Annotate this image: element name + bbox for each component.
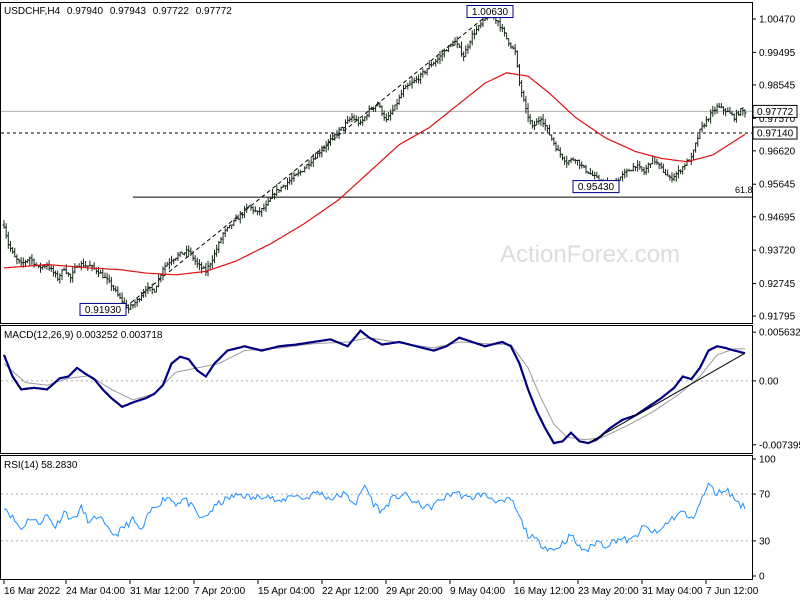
time-tick-label: 16 Mar 2022 [4,586,61,597]
price-panel-frame [0,2,753,324]
fib-support-label: 61.8 [735,185,753,195]
current-price-tag: 0.97772 [752,104,798,118]
ohlc-bar [743,109,747,118]
macd-axis-ticks: 0.005632 0.00 -0.007395 [752,328,800,451]
price-tick-label: 0.94695 [759,212,796,223]
price-axis-ticks: 1.00470 0.99495 0.98545 0.97570 0.96620 0.956… [752,15,796,323]
level-tag-box [752,126,798,140]
header-open: 0.97940 [67,6,104,17]
current-price-tag-box [752,104,798,118]
watermark: ActionForex.com [500,241,680,268]
rsi-label: RSI(14) 58.2830 [4,460,78,471]
rsi-axis-ticks: 100 70 30 0 [752,455,776,583]
price-axis-tags: 0.97772 0.97140 [752,104,798,140]
price-level-lines: 61.8 [1,110,753,198]
rsi-tick-label: 0 [759,572,765,583]
level-tag: 0.97140 [752,126,798,140]
price-tick-label: 1.00470 [759,15,796,26]
price-annotation: 0.91930 [79,302,127,316]
macd-panel-frame [0,325,753,454]
macd-tick-label: -0.007395 [759,440,800,451]
price-tick-label: 0.93720 [759,246,796,257]
header-symbol: USDCHF,H4 [4,6,61,17]
annotation-box [79,302,127,316]
level-tag-label: 0.97140 [757,129,794,140]
annotation-label: 1.00630 [472,7,509,18]
macd-main-line [2,329,746,445]
macd-lines [1,329,752,445]
moving-average [3,72,746,276]
time-tick-label: 7 Apr 20:00 [194,586,246,597]
rsi-lines [1,482,752,553]
header-high: 0.97943 [110,6,147,17]
time-tick-label: 23 May 20:00 [578,586,639,597]
time-axis: 16 Mar 2022 24 Mar 04:00 31 Mar 12:00 7 Apr… [3,580,759,597]
rsi-tick-label: 70 [759,490,771,501]
price-tick-label: 0.92745 [759,279,796,290]
price-tick-label: 0.99495 [759,48,796,59]
price-tick-label: 0.98545 [759,80,796,91]
price-tick-label: 0.96620 [759,146,796,157]
header-low: 0.97722 [153,6,190,17]
time-tick-label: 31 Mar 12:00 [130,586,189,597]
price-annotation: 0.95430 [572,180,620,194]
time-tick-label: 29 Apr 20:00 [386,586,443,597]
macd-label: MACD(12,26,9) 0.003252 0.003718 [4,330,163,341]
annotation-box [466,5,514,19]
current-price-tag-label: 0.97772 [757,107,794,118]
time-tick-label: 16 May 12:00 [514,586,575,597]
moving-average-line [3,72,746,276]
rsi-tick-label: 30 [759,536,771,547]
price-tick-label: 0.95645 [759,180,796,191]
macd-tick-label: 0.00 [759,376,779,387]
time-tick-label: 7 Jun 12:00 [706,586,759,597]
header-close: 0.97772 [196,6,233,17]
time-tick-label: 9 May 04:00 [450,586,505,597]
chart-header: USDCHF,H4 0.97940 0.97943 0.97722 0.9777… [4,6,232,17]
price-bars [2,8,747,314]
time-tick-label: 31 May 04:00 [642,586,703,597]
price-annotations: 1.00630 0.95430 0.91930 [79,5,620,316]
price-tick-label: 0.97570 [759,114,796,125]
time-tick-label: 22 Apr 12:00 [322,586,379,597]
annotation-label: 0.91930 [85,305,122,316]
time-tick-label: 15 Apr 04:00 [258,586,315,597]
macd-signal-line [3,337,745,441]
annotation-box [572,180,620,194]
annotation-label: 0.95430 [578,182,615,193]
macd-trendline [587,352,746,444]
macd-tick-label: 0.005632 [759,328,800,339]
price-trendline [119,13,490,312]
rsi-panel-frame [0,455,753,580]
time-tick-label: 24 Mar 04:00 [66,586,125,597]
rsi-tick-label: 100 [759,455,776,466]
price-tick-label: 0.91795 [759,312,796,323]
ascending-trendline [119,13,490,312]
price-annotation: 1.00630 [466,5,514,19]
rsi-line [3,482,746,553]
